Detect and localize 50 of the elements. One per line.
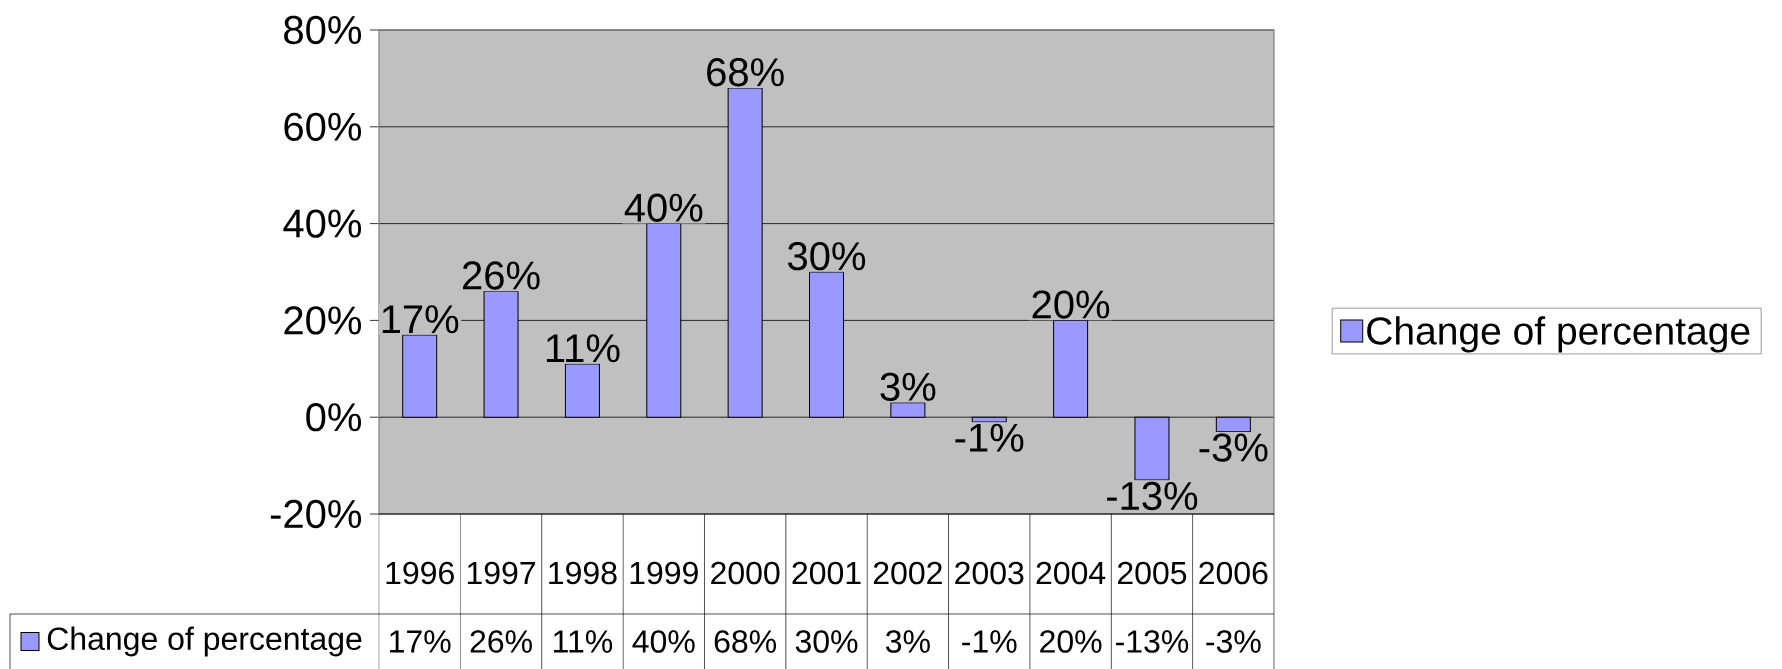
x-tick-label: 2004 (1036, 561, 1106, 585)
bar (483, 290, 519, 418)
text: 40% (624, 193, 703, 222)
data-label: 3% (885, 630, 930, 653)
y-tick-label: 20% (284, 306, 362, 335)
x-tick-label: 2001 (792, 561, 861, 585)
text: 3% (880, 372, 936, 401)
data-label: -3% (1206, 630, 1261, 653)
x-tick-label: 2003 (955, 561, 1024, 585)
text: -1% (955, 423, 1024, 452)
y-tick-label: 0% (306, 403, 362, 432)
bar (890, 402, 926, 418)
text: 17% (382, 305, 459, 334)
data-label: -1% (962, 630, 1017, 653)
bar (564, 363, 600, 418)
data-label: 26% (470, 630, 532, 653)
x-tick-label: 1996 (386, 561, 454, 585)
legend-label: Change of percentage (1367, 316, 1750, 353)
data-label: 20% (1040, 630, 1102, 653)
bar (727, 87, 763, 418)
bar (1134, 416, 1170, 481)
y-tick-label: -20% (270, 499, 362, 529)
data-label: 40% (632, 630, 695, 653)
data-label: 17% (390, 630, 451, 653)
x-tick-label: 2005 (1117, 561, 1187, 585)
y-tick-label: 60% (284, 112, 362, 141)
x-tick-label: 1997 (467, 561, 536, 585)
text: -3% (1199, 433, 1268, 462)
bar (646, 223, 682, 418)
data-label: 11% (554, 630, 613, 653)
text: 11% (546, 334, 620, 363)
x-tick-label: 2002 (873, 561, 942, 585)
bar (402, 334, 438, 418)
x-tick-label: 1999 (630, 561, 698, 585)
text: 26% (463, 261, 540, 290)
data-label: 30% (795, 630, 858, 653)
data-label: 68% (714, 630, 777, 653)
text: 30% (788, 241, 866, 271)
bar (1215, 416, 1251, 433)
y-tick-label: 40% (283, 209, 362, 238)
data-label: -13% (1116, 630, 1189, 653)
text: 68% (707, 58, 784, 87)
x-tick-label: 1998 (549, 561, 617, 585)
y-tick-label: 80% (284, 15, 362, 45)
text: 20% (1032, 290, 1110, 319)
bar (809, 271, 845, 418)
text: Change of percentage (47, 626, 362, 657)
text: -13% (1107, 481, 1198, 511)
x-tick-label: 2000 (711, 561, 780, 585)
x-tick-label: 2006 (1199, 561, 1268, 585)
